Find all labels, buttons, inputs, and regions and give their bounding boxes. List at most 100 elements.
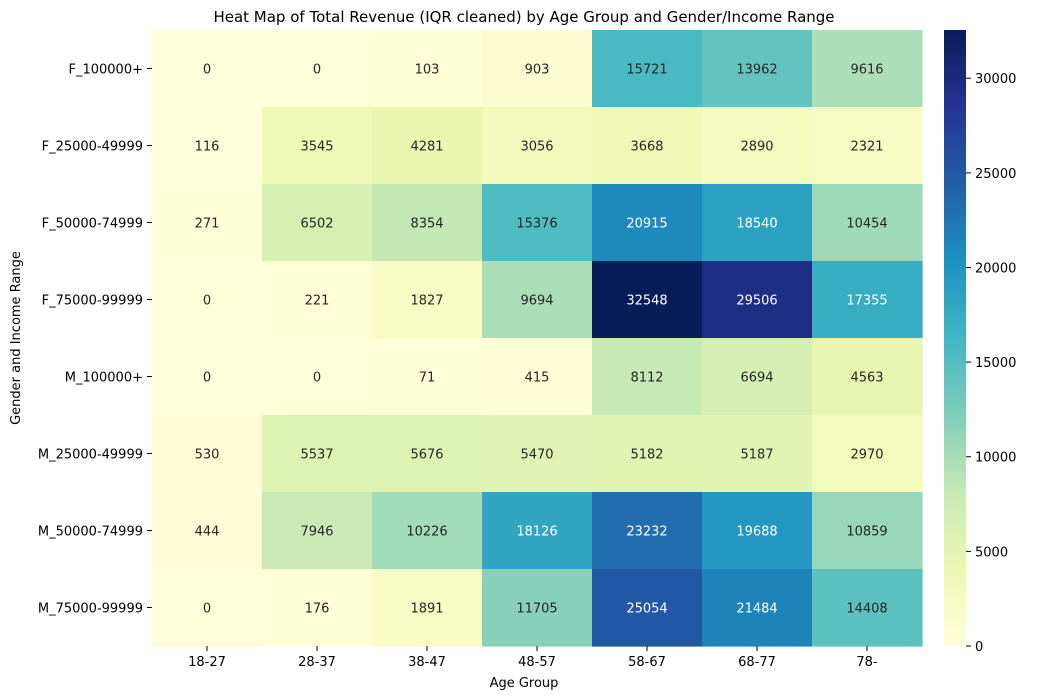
cell-value-label: 3545 bbox=[300, 140, 333, 155]
cell-value-label: 444 bbox=[195, 525, 220, 540]
heatmap-cell bbox=[592, 107, 703, 185]
y-axis-label: Gender and Income Range bbox=[9, 251, 24, 425]
cell-value-label: 0 bbox=[203, 63, 211, 78]
cell-value-label: 8354 bbox=[410, 217, 443, 232]
heatmap-cell bbox=[262, 415, 373, 493]
heatmap-cell bbox=[812, 30, 923, 108]
cell-value-label: 18540 bbox=[736, 217, 777, 232]
y-tick-label: M_25000-49999 bbox=[38, 448, 143, 463]
x-tick-label: 48-57 bbox=[518, 655, 556, 670]
colorbar-tick-label: 5000 bbox=[975, 545, 1008, 560]
cell-value-label: 903 bbox=[525, 63, 550, 78]
cell-value-label: 0 bbox=[203, 294, 211, 309]
cell-value-label: 3668 bbox=[630, 140, 663, 155]
cell-value-label: 6502 bbox=[300, 217, 333, 232]
cell-value-label: 2970 bbox=[850, 448, 883, 463]
heatmap-cell bbox=[152, 107, 263, 185]
cell-value-label: 5182 bbox=[630, 448, 663, 463]
chart-title: Heat Map of Total Revenue (IQR cleaned) … bbox=[213, 8, 834, 26]
heatmap-cell bbox=[702, 492, 813, 570]
y-tick-label: F_25000-49999 bbox=[42, 140, 143, 155]
heatmap-cells: 0 0 103 903 15721 13962 9616 116 3545 4281 3056 366… bbox=[152, 30, 923, 647]
heatmap-cell bbox=[372, 338, 483, 416]
y-axis-ticks: F_100000+ F_25000-49999 F_50000-74999 F_750… bbox=[38, 63, 152, 617]
heatmap-cell bbox=[152, 492, 263, 570]
heatmap-cell bbox=[702, 338, 813, 416]
heatmap-cell bbox=[482, 338, 593, 416]
cell-value-label: 20915 bbox=[626, 217, 667, 232]
cell-value-label: 21484 bbox=[736, 602, 777, 617]
heatmap-cell bbox=[812, 184, 923, 262]
colorbar-tick-label: 25000 bbox=[975, 167, 1016, 182]
colorbar bbox=[944, 30, 966, 646]
cell-value-label: 25054 bbox=[626, 602, 667, 617]
heatmap-cell bbox=[592, 492, 703, 570]
heatmap-cell bbox=[482, 30, 593, 108]
cell-value-label: 14408 bbox=[846, 602, 887, 617]
heatmap-cell bbox=[592, 338, 703, 416]
x-tick-label: 78- bbox=[856, 655, 878, 670]
cell-value-label: 17355 bbox=[846, 294, 887, 309]
heatmap-cell bbox=[812, 415, 923, 493]
cell-value-label: 5187 bbox=[740, 448, 773, 463]
heatmap-cell bbox=[372, 492, 483, 570]
heatmap-cell bbox=[812, 569, 923, 647]
heatmap-cell bbox=[702, 261, 813, 339]
cell-value-label: 0 bbox=[203, 602, 211, 617]
colorbar-tick-label: 20000 bbox=[975, 261, 1016, 276]
cell-value-label: 8112 bbox=[630, 371, 663, 386]
x-tick-label: 18-27 bbox=[188, 655, 226, 670]
heatmap-cell bbox=[372, 569, 483, 647]
y-tick-label: M_75000-99999 bbox=[38, 602, 143, 617]
heatmap-cell bbox=[482, 261, 593, 339]
cell-value-label: 0 bbox=[203, 371, 211, 386]
y-tick-label: M_100000+ bbox=[65, 371, 143, 386]
heatmap-cell bbox=[372, 30, 483, 108]
x-axis-ticks: 18-27 28-37 38-47 48-57 58-67 68-77 78- bbox=[188, 646, 878, 670]
colorbar-tick-label: 0 bbox=[975, 640, 983, 655]
heatmap-cell bbox=[812, 107, 923, 185]
cell-value-label: 10226 bbox=[406, 525, 447, 540]
heatmap-cell bbox=[592, 261, 703, 339]
cell-value-label: 11705 bbox=[516, 602, 557, 617]
x-tick-label: 68-77 bbox=[738, 655, 776, 670]
cell-value-label: 19688 bbox=[736, 525, 777, 540]
cell-value-label: 271 bbox=[195, 217, 220, 232]
heatmap-cell bbox=[592, 184, 703, 262]
cell-value-label: 15376 bbox=[516, 217, 557, 232]
heatmap-cell bbox=[372, 184, 483, 262]
cell-value-label: 221 bbox=[305, 294, 330, 309]
cell-value-label: 9616 bbox=[850, 63, 883, 78]
cell-value-label: 29506 bbox=[736, 294, 777, 309]
cell-value-label: 4281 bbox=[410, 140, 443, 155]
heatmap-cell bbox=[262, 338, 373, 416]
heatmap-cell bbox=[702, 30, 813, 108]
cell-value-label: 71 bbox=[419, 371, 436, 386]
x-tick-label: 28-37 bbox=[298, 655, 336, 670]
heatmap-cell bbox=[262, 492, 373, 570]
cell-value-label: 530 bbox=[195, 448, 220, 463]
cell-value-label: 116 bbox=[195, 140, 220, 155]
cell-value-label: 1891 bbox=[410, 602, 443, 617]
heatmap-cell bbox=[482, 569, 593, 647]
heatmap-cell bbox=[482, 492, 593, 570]
cell-value-label: 0 bbox=[313, 371, 321, 386]
cell-value-label: 10859 bbox=[846, 525, 887, 540]
heatmap-cell bbox=[152, 184, 263, 262]
x-axis-label: Age Group bbox=[490, 676, 559, 691]
heatmap-cell bbox=[152, 569, 263, 647]
cell-value-label: 5676 bbox=[410, 448, 443, 463]
heatmap-cell bbox=[262, 184, 373, 262]
heatmap-cell bbox=[812, 261, 923, 339]
colorbar-tick-label: 30000 bbox=[975, 72, 1016, 87]
heatmap-cell bbox=[482, 184, 593, 262]
heatmap-cell bbox=[262, 30, 373, 108]
cell-value-label: 1827 bbox=[410, 294, 443, 309]
cell-value-label: 176 bbox=[305, 602, 330, 617]
heatmap-cell bbox=[702, 569, 813, 647]
heatmap-cell bbox=[372, 261, 483, 339]
cell-value-label: 103 bbox=[415, 63, 440, 78]
cell-value-label: 6694 bbox=[740, 371, 773, 386]
